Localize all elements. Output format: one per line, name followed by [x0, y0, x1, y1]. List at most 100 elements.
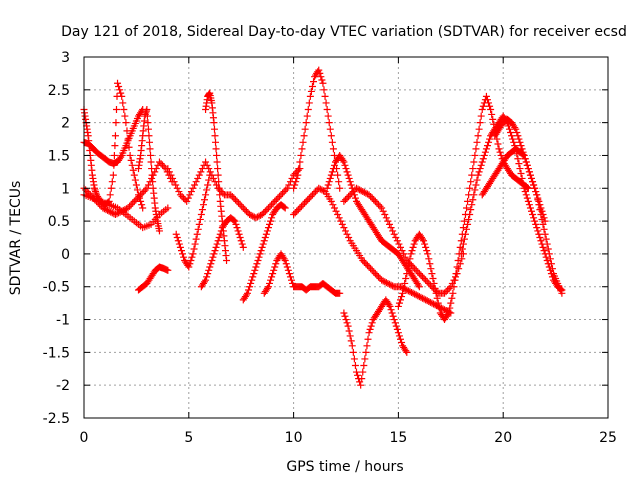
data-point	[130, 197, 138, 205]
data-point	[431, 301, 439, 309]
data-point	[211, 247, 219, 255]
x-tick-label: 15	[389, 430, 407, 446]
data-point	[247, 279, 255, 287]
data-point	[368, 266, 376, 274]
data-point	[399, 289, 407, 297]
x-tick-label: 25	[599, 430, 617, 446]
data-point	[523, 183, 531, 191]
data-point	[428, 299, 436, 307]
data-point	[472, 181, 480, 189]
data-point	[132, 196, 140, 204]
data-point	[205, 176, 213, 184]
data-point	[391, 319, 399, 327]
data-point	[466, 184, 474, 192]
data-point	[118, 92, 126, 100]
data-point	[230, 216, 238, 224]
data-point	[105, 207, 113, 215]
data-point	[124, 204, 132, 212]
data-point	[256, 250, 264, 258]
data-point	[304, 106, 312, 114]
data-point	[469, 196, 477, 204]
data-point	[513, 128, 521, 136]
data-point	[125, 143, 133, 151]
series-arc-12	[260, 250, 344, 297]
x-tick-label: 20	[494, 430, 512, 446]
data-point	[133, 194, 141, 202]
y-axis-ticks: -2.5 -2 -1.5 -1 -0.5 0 0.5 1 1.5 2 2.5 3	[43, 50, 608, 427]
data-point	[164, 204, 172, 212]
data-point	[496, 148, 504, 156]
data-point	[131, 176, 139, 184]
data-point	[470, 158, 478, 166]
data-point	[477, 161, 485, 169]
data-point	[378, 276, 386, 284]
y-tick-label: -1.5	[43, 345, 70, 361]
data-point	[379, 207, 387, 215]
data-point	[194, 225, 202, 233]
data-point	[231, 217, 239, 225]
data-point	[336, 289, 344, 297]
data-point	[352, 368, 360, 376]
series-arc-16	[340, 296, 411, 389]
data-point	[117, 153, 125, 161]
data-point	[285, 270, 293, 278]
data-point	[516, 165, 524, 173]
data-point	[517, 170, 525, 178]
data-point	[245, 286, 253, 294]
data-point	[520, 184, 528, 192]
data-point	[351, 361, 359, 369]
data-point	[386, 302, 394, 310]
data-point	[206, 263, 214, 271]
data-point	[354, 371, 362, 379]
data-point	[471, 186, 479, 194]
data-point	[343, 319, 351, 327]
data-point	[419, 273, 427, 281]
data-point	[260, 237, 268, 245]
data-point	[428, 270, 436, 278]
data-point	[192, 178, 200, 186]
data-point	[525, 168, 533, 176]
data-point	[349, 188, 357, 196]
data-point	[534, 227, 542, 235]
y-tick-label: -1	[56, 313, 70, 329]
data-point	[341, 227, 349, 235]
data-point	[135, 192, 143, 200]
data-point	[128, 161, 136, 169]
data-point	[305, 194, 313, 202]
data-point	[329, 145, 337, 153]
data-point	[525, 201, 533, 209]
data-point	[345, 234, 353, 241]
data-point	[414, 292, 422, 300]
data-point	[170, 178, 178, 186]
data-point	[261, 234, 269, 241]
data-point	[546, 255, 554, 263]
data-point	[264, 283, 272, 291]
data-point	[362, 348, 370, 356]
data-point	[203, 273, 211, 281]
data-point	[396, 283, 404, 291]
data-point	[387, 281, 395, 289]
data-point	[201, 196, 209, 204]
data-point	[231, 196, 239, 204]
data-point	[265, 279, 273, 287]
data-point	[385, 280, 393, 288]
series-arc-19	[457, 112, 566, 294]
data-point	[228, 192, 236, 200]
data-point	[298, 145, 306, 153]
data-point	[223, 256, 231, 264]
data-point	[83, 188, 91, 196]
data-point	[359, 188, 367, 196]
data-point	[398, 247, 406, 255]
data-point	[186, 260, 194, 268]
data-point	[111, 132, 119, 140]
data-point	[205, 165, 213, 173]
data-point	[390, 316, 398, 324]
data-point	[302, 119, 310, 127]
data-point	[374, 201, 382, 209]
data-point	[451, 276, 459, 284]
data-point	[238, 202, 246, 210]
series-arc-11	[239, 201, 289, 304]
data-point	[164, 165, 172, 173]
data-point	[176, 191, 184, 199]
data-point	[346, 332, 354, 340]
